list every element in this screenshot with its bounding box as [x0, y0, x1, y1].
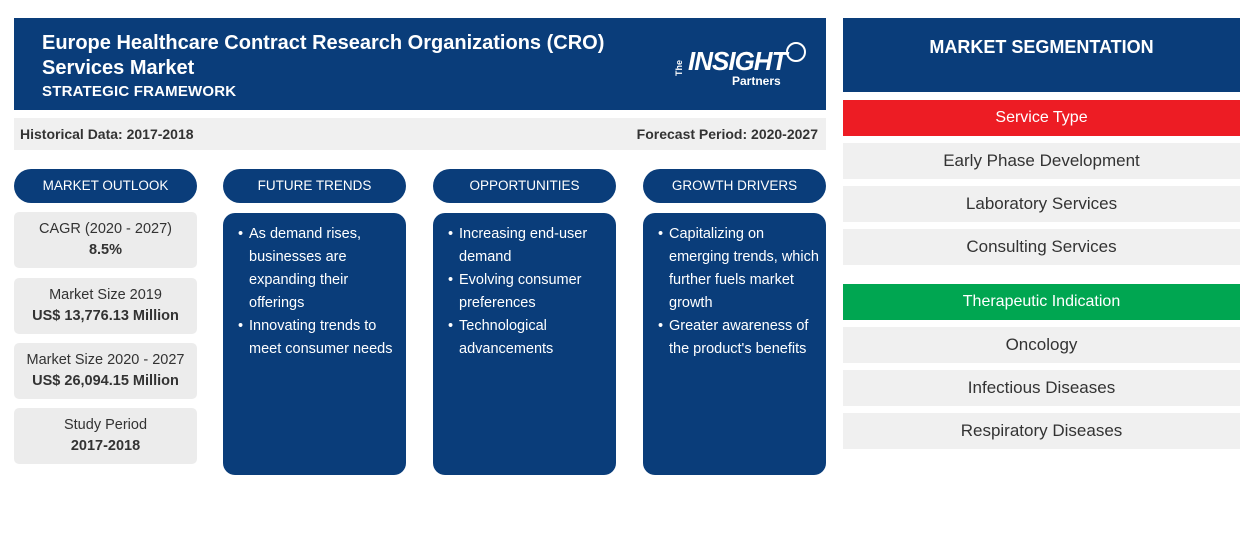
logo-insight-text: INSIGHT: [688, 46, 787, 76]
segment-category-service-type: Service Type: [843, 100, 1240, 136]
opportunities-card: Increasing end-user demand Evolving cons…: [433, 213, 616, 475]
growth-driver-item: Capitalizing on emerging trends, which f…: [658, 223, 820, 315]
logo-the-text: The: [674, 59, 684, 76]
segment-category-therapeutic-indication: Therapeutic Indication: [843, 284, 1240, 320]
study-period-box: Study Period 2017-2018: [14, 408, 197, 464]
future-trends-header: FUTURE TRENDS: [223, 169, 406, 203]
cagr-box: CAGR (2020 - 2027) 8.5%: [14, 212, 197, 268]
growth-drivers-card: Capitalizing on emerging trends, which f…: [643, 213, 826, 475]
growth-drivers-header: GROWTH DRIVERS: [643, 169, 826, 203]
opportunity-item: Technological advancements: [448, 315, 610, 361]
report-header: Europe Healthcare Contract Research Orga…: [14, 18, 826, 110]
historical-data-label: Historical Data: 2017-2018: [20, 126, 194, 142]
growth-driver-item: Greater awareness of the product's benef…: [658, 315, 820, 361]
market-size-forecast-value: US$ 26,094.15 Million: [32, 373, 179, 389]
market-size-2019-box: Market Size 2019 US$ 13,776.13 Million: [14, 278, 197, 334]
page-subtitle: STRATEGIC FRAMEWORK: [42, 83, 237, 100]
future-trend-item: Innovating trends to meet consumer needs: [238, 315, 400, 361]
opportunity-item: Increasing end-user demand: [448, 223, 610, 269]
market-size-2019-value: US$ 13,776.13 Million: [32, 308, 179, 324]
market-size-forecast-label: Market Size 2020 - 2027: [26, 352, 185, 368]
page-title: Europe Healthcare Contract Research Orga…: [42, 32, 605, 79]
cagr-value: 8.5%: [88, 242, 123, 258]
market-segmentation-header: MARKET SEGMENTATION: [843, 18, 1240, 92]
forecast-period-label: Forecast Period: 2020-2027: [636, 126, 818, 142]
segment-item: Oncology: [843, 327, 1240, 363]
market-outlook-header: MARKET OUTLOOK: [14, 169, 197, 203]
future-trend-item: As demand rises, businesses are expandin…: [238, 223, 400, 315]
opportunities-header: OPPORTUNITIES: [433, 169, 616, 203]
period-bar: Historical Data: 2017-2018 Forecast Peri…: [14, 118, 826, 150]
study-period-value: 2017-2018: [70, 438, 141, 454]
market-size-2019-label: Market Size 2019: [49, 287, 162, 303]
segment-item: Consulting Services: [843, 229, 1240, 265]
segment-item: Early Phase Development: [843, 143, 1240, 179]
future-trends-card: As demand rises, businesses are expandin…: [223, 213, 406, 475]
opportunity-item: Evolving consumer preferences: [448, 269, 610, 315]
segment-item: Respiratory Diseases: [843, 413, 1240, 449]
cagr-label: CAGR (2020 - 2027): [39, 221, 172, 237]
market-size-forecast-box: Market Size 2020 - 2027 US$ 26,094.15 Mi…: [14, 343, 197, 399]
logo-circle-icon: [786, 42, 806, 62]
logo-partners-text: Partners: [732, 74, 781, 88]
study-period-label: Study Period: [63, 417, 148, 433]
segment-item: Laboratory Services: [843, 186, 1240, 222]
segment-item: Infectious Diseases: [843, 370, 1240, 406]
insight-partners-logo: The INSIGHT Partners: [674, 40, 814, 92]
